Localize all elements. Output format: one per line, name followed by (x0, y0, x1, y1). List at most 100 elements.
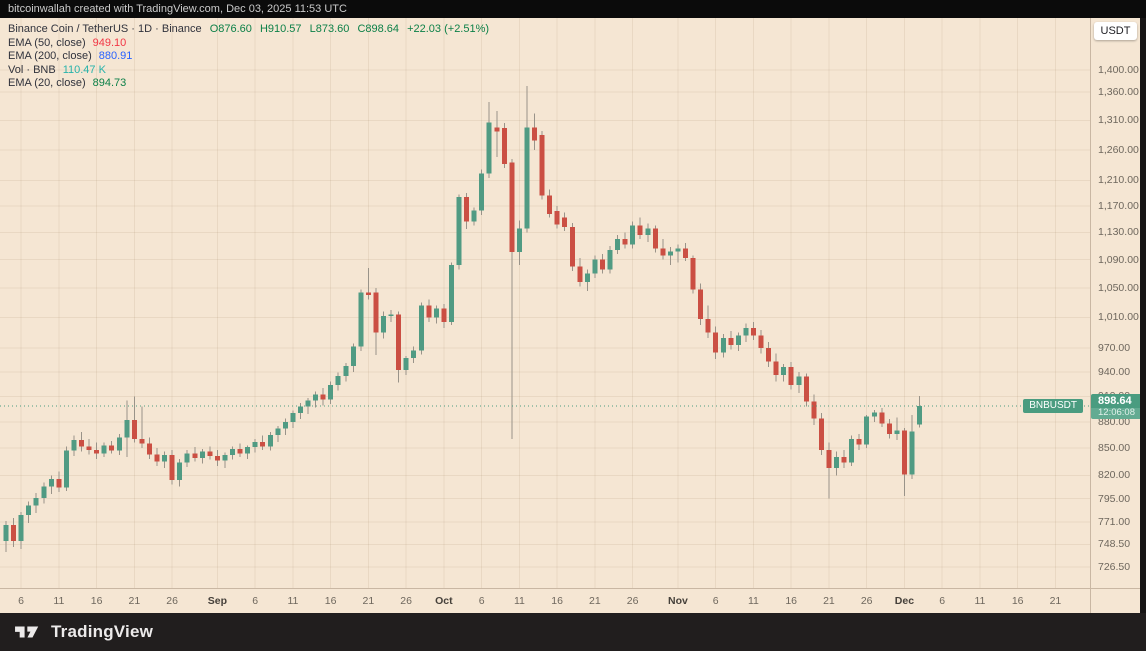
candle-body (396, 314, 402, 371)
candle-body (509, 162, 515, 253)
time-tick: 16 (785, 595, 798, 607)
candle-body (667, 251, 673, 256)
candle-body (547, 195, 553, 214)
candle-body (584, 273, 590, 283)
time-tick: 16 (90, 595, 103, 607)
candle-body (471, 210, 477, 222)
candle-body (637, 225, 643, 236)
price-tick: 795.00 (1098, 492, 1131, 505)
candle-wick (677, 244, 679, 263)
time-tick: 21 (823, 595, 835, 607)
candle-body (328, 384, 334, 400)
ohlc-open: O876.60 (209, 23, 252, 35)
time-tick: 11 (513, 595, 525, 607)
candle-body (683, 248, 688, 259)
candle-body (11, 524, 17, 541)
candle-body (207, 451, 213, 457)
footer-bar: TradingView (0, 613, 1146, 651)
candle-body (464, 196, 470, 222)
price-line-symbol-label: BNBUSDT (1023, 398, 1083, 413)
candle-body (358, 292, 364, 347)
candle-body (184, 453, 190, 463)
candle-body (720, 337, 726, 353)
time-axis[interactable]: 6 11 16 21 26 Sep 6 11 16 21 26 Oct 6 11 16 21 26 Nov 6 11 1… (0, 588, 1140, 613)
indicator-row[interactable]: Vol · BNB 110.47 K (8, 64, 489, 78)
indicator-value: 949.10 (92, 36, 127, 49)
candle-body (894, 430, 900, 434)
time-tick-month: Oct (435, 595, 453, 607)
indicator-row[interactable]: EMA (200, close) 880.91 (8, 50, 489, 64)
candle-body (622, 239, 628, 245)
candle-body (124, 420, 130, 438)
candle-wick (828, 442, 830, 499)
candle-body (335, 375, 341, 385)
indicator-legend-rows: EMA (50, close) 949.10 EMA (200, close) 880… (8, 37, 489, 91)
candle-body (803, 376, 809, 402)
candle-body (343, 366, 349, 376)
indicator-row[interactable]: EMA (50, close) 949.10 (8, 37, 489, 51)
candle-body (48, 478, 54, 487)
candle-body (660, 248, 666, 256)
candle-body (818, 418, 824, 450)
candle-body (773, 361, 779, 376)
candle-body (758, 335, 764, 348)
candle-body (479, 173, 485, 211)
candle-body (728, 337, 734, 345)
price-tick: 726.50 (1098, 560, 1131, 573)
candle-body (796, 376, 802, 385)
session-countdown: 12:06:08 (1091, 407, 1140, 419)
candle-body (433, 308, 439, 318)
candle-body (569, 226, 575, 267)
candle-body (71, 440, 77, 451)
candle-body (501, 127, 507, 164)
candle-body (886, 423, 892, 434)
currency-toggle-button[interactable]: USDT (1094, 22, 1137, 40)
time-tick: 16 (551, 595, 563, 607)
candle-body (86, 446, 92, 450)
axis-corner-separator (1090, 589, 1091, 613)
candle-body (199, 451, 205, 458)
candle-body (811, 401, 817, 419)
tradingview-logo-icon[interactable] (13, 621, 43, 643)
candle-body (162, 455, 168, 462)
candle-body (592, 259, 598, 274)
candle-body (146, 443, 152, 455)
candle-body (252, 441, 258, 448)
tradingview-logo-text[interactable]: TradingView (51, 622, 154, 641)
legend-symbol-row[interactable]: Binance Coin / TetherUS · 1D · Binance O… (8, 23, 489, 37)
candle-body (841, 457, 847, 463)
candle-body (599, 259, 605, 270)
time-tick: 6 (712, 595, 719, 607)
price-tick: 1,210.00 (1098, 174, 1139, 187)
candle-wick (896, 417, 898, 441)
time-tick: 26 (166, 595, 178, 607)
candle-body (94, 449, 100, 454)
price-axis[interactable]: USDT 1,400.00 1,360.00 1,310.00 1,260.00 1,2… (1090, 18, 1140, 588)
candle-body (917, 405, 923, 425)
indicator-value: 880.91 (98, 50, 133, 62)
candle-body (834, 457, 839, 468)
candle-wick (496, 111, 498, 158)
candle-body (735, 335, 741, 345)
candle-body (260, 441, 266, 447)
candlestick-chart[interactable] (0, 18, 1090, 588)
candle-body (826, 449, 832, 468)
candle-body (403, 358, 409, 371)
candle-body (109, 445, 115, 451)
indicator-value: 110.47 K (62, 63, 106, 76)
candle-body (116, 437, 122, 451)
price-tick: 850.00 (1098, 442, 1131, 455)
time-tick-month: Nov (668, 595, 688, 607)
price-tick: 1,400.00 (1098, 64, 1139, 76)
chart-area[interactable]: Binance Coin / TetherUS · 1D · Binance O… (0, 18, 1140, 613)
candle-body (516, 228, 522, 253)
indicator-row[interactable]: EMA (20, close) 894.73 (8, 77, 489, 91)
candle-body (849, 439, 855, 463)
ohlc-low: L873.60 (309, 23, 350, 35)
time-tick: 6 (252, 595, 259, 607)
candle-body (743, 327, 749, 336)
candle-body (448, 265, 454, 322)
candle-body (577, 266, 583, 283)
time-tick: 11 (287, 595, 299, 607)
candle-body (441, 308, 447, 322)
